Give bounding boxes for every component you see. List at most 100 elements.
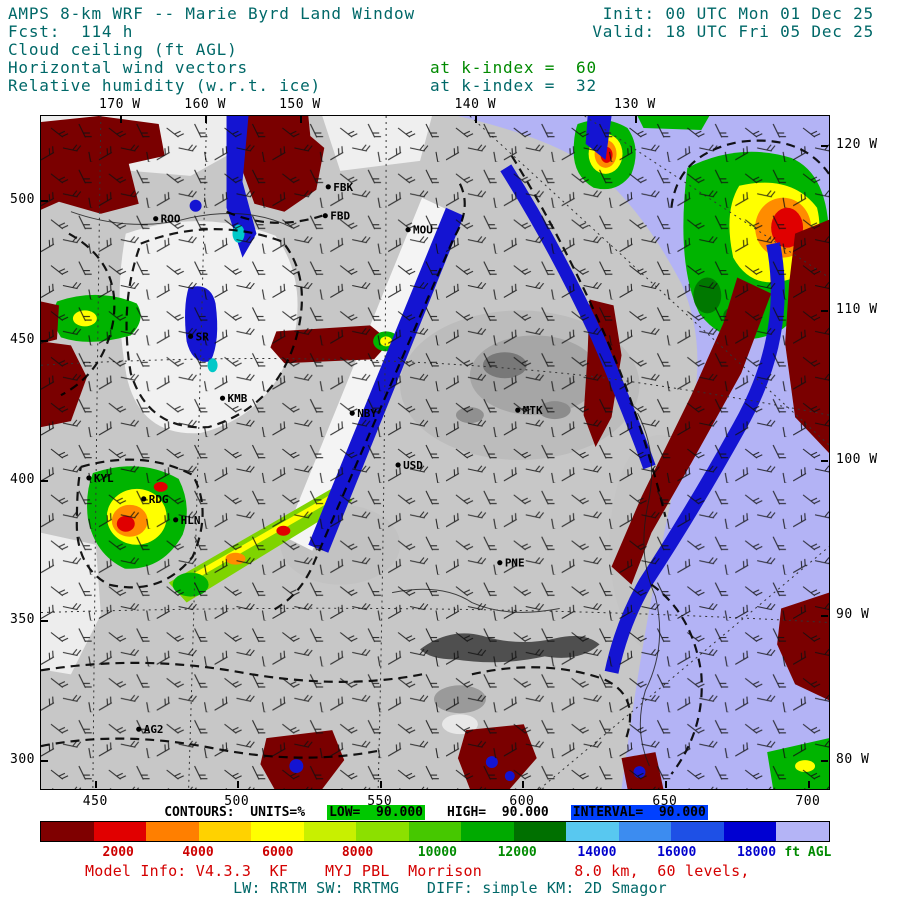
tick-mark-right <box>821 310 828 313</box>
colorbar-segment <box>513 822 567 841</box>
colorbar-label: 12000 <box>497 845 537 860</box>
valid-time: Valid: 18 UTC Fri 05 Dec 25 <box>592 22 874 41</box>
station-marker <box>515 407 521 413</box>
colorbar-label: ft AGL <box>784 845 832 860</box>
station-label: MTK <box>523 404 543 417</box>
colorbar-segment <box>566 822 619 841</box>
contour-units-label: CONTOURS: UNITS=% <box>164 805 306 820</box>
colorbar-segment <box>671 822 724 841</box>
colorbar-segment <box>198 822 252 841</box>
colorbar-segment <box>408 822 462 841</box>
station-label: HLN <box>181 514 201 527</box>
contour-info: CONTOURS: UNITS=% LOW= 90.000 HIGH= 90.0… <box>40 805 830 820</box>
tick-mark-left <box>41 339 48 342</box>
tick-label-right: 110 W <box>836 302 878 318</box>
tick-label-right: 120 W <box>836 136 878 152</box>
model-info-line2: LW: RRTM SW: RRTMG DIFF: simple KM: 2D S… <box>233 879 667 897</box>
tick-label-top: 160 W <box>184 97 226 112</box>
station-marker <box>349 410 355 416</box>
station-marker <box>497 560 503 566</box>
tick-label-right: 80 W <box>836 752 870 768</box>
station-label: FBK <box>333 181 353 194</box>
ceiling-colorbar <box>40 821 830 842</box>
tick-mark-bottom <box>95 781 98 788</box>
tick-label-right: 90 W <box>836 607 870 623</box>
plot-title: AMPS 8-km WRF -- Marie Byrd Land Window <box>8 4 415 23</box>
colorbar-segment <box>251 822 304 841</box>
colorbar-labels: 2000 4000 6000 8000 10000 12000 14000 16000 1800… <box>40 845 832 861</box>
tick-mark-left <box>41 480 48 483</box>
station-marker <box>219 395 226 401</box>
station-marker <box>322 213 328 219</box>
station-marker <box>325 184 331 190</box>
station-label: USD <box>403 459 423 472</box>
station-label: RDG <box>149 493 169 506</box>
tick-label-left: 300 <box>10 752 35 768</box>
tick-label-top: 170 W <box>98 97 141 112</box>
tick-label-left: 400 <box>10 472 35 488</box>
tick-mark-left <box>41 760 48 763</box>
contour-interval-value: INTERVAL= 90.000 <box>570 805 708 820</box>
station-label: ROO <box>161 213 181 226</box>
colorbar-segment <box>723 822 777 841</box>
colorbar-segment <box>41 822 94 841</box>
tick-label-bottom: 650 <box>652 794 678 809</box>
station-label: NBY <box>357 407 377 420</box>
colorbar-segment <box>461 822 514 841</box>
field-ceiling-label: Cloud ceiling (ft AGL) <box>8 40 238 59</box>
colorbar-segment <box>303 822 357 841</box>
station-label: PNE <box>505 557 525 570</box>
colorbar-label: 10000 <box>417 845 457 860</box>
colorbar-label: 2000 <box>102 845 134 860</box>
tick-label-left: 500 <box>10 192 35 208</box>
tick-mark-bottom <box>664 781 667 788</box>
tick-mark-right <box>821 760 828 763</box>
colorbar-label: 8000 <box>341 845 374 860</box>
station-marker <box>173 517 179 523</box>
tick-label-bottom: 450 <box>82 794 108 809</box>
colorbar-label: 18000 <box>736 845 777 860</box>
station-layer: ROO FBK FBD MOU SR KMB NBY MTK USD KYL RDG HLN PNE AG… <box>86 181 543 736</box>
tick-label-bottom: 550 <box>367 794 393 809</box>
station-marker <box>395 462 401 468</box>
tick-mark-top <box>205 116 208 123</box>
tick-mark-top <box>299 116 302 123</box>
station-label: KYL <box>94 472 114 485</box>
tick-label-right: 100 W <box>836 451 878 467</box>
model-info-line1: Model Info: V4.3.3 KF MYJ PBL Morrison 8… <box>85 862 750 880</box>
tick-mark-left <box>41 200 48 203</box>
tick-label-bottom: 700 <box>795 794 821 809</box>
tick-label-top: 130 W <box>614 97 656 112</box>
colorbar-label: 4000 <box>182 845 214 860</box>
station-label: MOU <box>413 224 433 237</box>
tick-mark-bottom <box>521 781 524 788</box>
init-time: Init: 00 UTC Mon 01 Dec 25 <box>602 4 874 23</box>
colorbar-label: 14000 <box>577 845 617 860</box>
rh-kindex: at k-index = 32 <box>430 76 597 95</box>
map-canvas: ROO FBK FBD MOU SR KMB NBY MTK USD KYL RDG HLN PNE AG… <box>41 116 829 789</box>
tick-label-left: 450 <box>10 331 35 347</box>
tick-mark-left <box>41 619 48 622</box>
colorbar-segment <box>776 822 829 841</box>
tick-label-left: 350 <box>10 611 35 627</box>
tick-mark-bottom <box>236 781 239 788</box>
tick-mark-right <box>821 615 828 618</box>
colorbar-label: 6000 <box>262 845 294 860</box>
station-label: FBD <box>330 210 350 223</box>
tick-mark-right <box>821 459 828 462</box>
colorbar-segment <box>146 822 199 841</box>
wind-barb-layer <box>41 116 829 789</box>
station-marker <box>136 726 142 732</box>
tick-mark-top <box>475 116 478 123</box>
tick-mark-bottom <box>807 781 810 788</box>
wind-kindex: at k-index = 60 <box>430 58 597 77</box>
field-rh-label: Relative humidity (w.r.t. ice) <box>8 76 321 95</box>
contour-high-value: HIGH= 90.000 <box>447 805 549 820</box>
tick-mark-right <box>821 144 828 147</box>
tick-label-bottom: 500 <box>224 794 250 809</box>
colorbar-label: 16000 <box>657 845 697 860</box>
station-label: KMB <box>228 392 248 405</box>
forecast-hour: Fcst: 114 h <box>8 22 134 41</box>
station-marker <box>405 227 411 233</box>
